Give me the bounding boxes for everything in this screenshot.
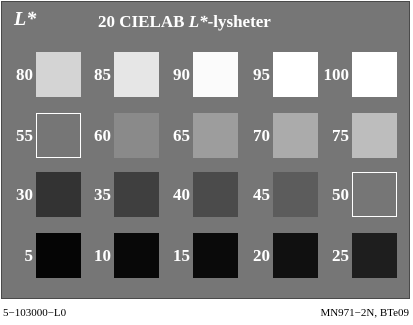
swatch-label: 25 [332, 246, 349, 265]
title-suffix: -lysheter [207, 12, 271, 31]
swatch-label: 85 [94, 65, 111, 84]
swatch-label: 30 [16, 185, 33, 204]
swatch-label: 60 [94, 126, 111, 145]
gray-swatch [36, 113, 81, 158]
gray-swatch [114, 233, 159, 278]
swatch-label: 90 [173, 65, 190, 84]
chart-title: 20 CIELAB L*-lysheter [98, 12, 271, 32]
swatch-label: 10 [94, 246, 111, 265]
swatch-label: 50 [332, 185, 349, 204]
gray-swatch [352, 113, 397, 158]
gray-swatch [193, 113, 238, 158]
gray-swatch [352, 52, 397, 97]
gray-swatch [352, 233, 397, 278]
gray-swatch [193, 172, 238, 217]
gray-swatch [36, 52, 81, 97]
footer-code-left: 5−103000−L0 [3, 307, 67, 319]
gray-swatch [114, 172, 159, 217]
swatch-label: 100 [323, 65, 350, 84]
gray-swatch [273, 52, 318, 97]
swatch-label: 15 [173, 246, 190, 265]
lightness-chart-panel: L* 20 CIELAB L*-lysheter 80 85 90 95 100 55 60… [1, 1, 410, 299]
gray-swatch [352, 172, 397, 217]
title-italic: L* [188, 12, 208, 31]
gray-swatch [114, 113, 159, 158]
swatch-label: 20 [253, 246, 270, 265]
gray-swatch [36, 233, 81, 278]
swatch-label: 35 [94, 185, 111, 204]
swatch-label: 55 [16, 126, 33, 145]
swatch-label: 5 [24, 246, 34, 265]
swatch-label: 45 [253, 185, 270, 204]
gray-swatch [273, 113, 318, 158]
gray-swatch [114, 52, 159, 97]
corner-label: L* [14, 8, 37, 30]
gray-swatch [193, 52, 238, 97]
gray-swatch [273, 172, 318, 217]
title-prefix: 20 CIELAB [98, 12, 189, 31]
swatch-label: 80 [16, 65, 33, 84]
swatch-label: 95 [253, 65, 270, 84]
swatch-label: 65 [173, 126, 190, 145]
swatch-label: 75 [332, 126, 349, 145]
gray-swatch [273, 233, 318, 278]
footer-code-right: MN971−2N, BTe09 [320, 307, 409, 319]
gray-swatch [193, 233, 238, 278]
swatch-label: 40 [173, 185, 190, 204]
swatch-label: 70 [253, 126, 270, 145]
gray-swatch [36, 172, 81, 217]
